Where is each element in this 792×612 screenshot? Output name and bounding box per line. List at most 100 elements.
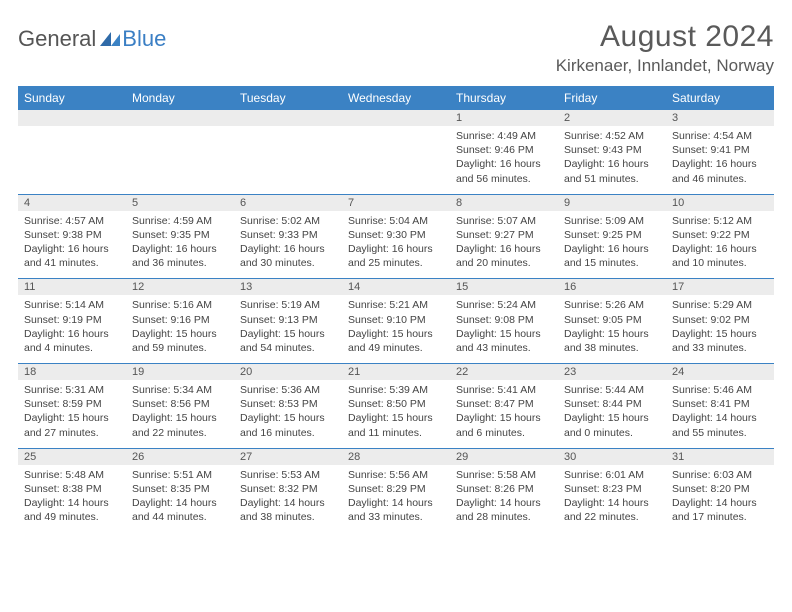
day-number-cell: 11 xyxy=(18,279,126,296)
day-number-cell: 31 xyxy=(666,448,774,465)
sunset-label: Sunset: 9:13 PM xyxy=(240,314,318,326)
sunset-label: Sunset: 9:22 PM xyxy=(672,229,750,241)
sunrise-label: Sunrise: 5:19 AM xyxy=(240,299,320,311)
weekday-header: Sunday xyxy=(18,86,126,110)
sunset-label: Sunset: 9:10 PM xyxy=(348,314,426,326)
day-number-cell: 16 xyxy=(558,279,666,296)
day-detail-cell: Sunrise: 5:16 AMSunset: 9:16 PMDaylight:… xyxy=(126,295,234,363)
sunrise-label: Sunrise: 4:57 AM xyxy=(24,215,104,227)
sunset-label: Sunset: 8:32 PM xyxy=(240,483,318,495)
day-detail-cell: Sunrise: 5:07 AMSunset: 9:27 PMDaylight:… xyxy=(450,211,558,279)
sunrise-label: Sunrise: 5:56 AM xyxy=(348,469,428,481)
day-number-cell: 2 xyxy=(558,110,666,126)
daylight-label: Daylight: 15 hours and 22 minutes. xyxy=(132,412,217,438)
day-number-cell: 19 xyxy=(126,364,234,381)
sunrise-label: Sunrise: 5:39 AM xyxy=(348,384,428,396)
calendar-body: 123 Sunrise: 4:49 AMSunset: 9:46 PMDayli… xyxy=(18,110,774,532)
day-detail-cell: Sunrise: 5:12 AMSunset: 9:22 PMDaylight:… xyxy=(666,211,774,279)
day-number-cell: 20 xyxy=(234,364,342,381)
day-detail-cell: Sunrise: 5:24 AMSunset: 9:08 PMDaylight:… xyxy=(450,295,558,363)
daylight-label: Daylight: 14 hours and 33 minutes. xyxy=(348,497,433,523)
calendar-head: SundayMondayTuesdayWednesdayThursdayFrid… xyxy=(18,86,774,110)
day-detail-cell: Sunrise: 4:54 AMSunset: 9:41 PMDaylight:… xyxy=(666,126,774,194)
sunrise-label: Sunrise: 5:29 AM xyxy=(672,299,752,311)
weekday-header: Friday xyxy=(558,86,666,110)
brand-part1: General xyxy=(18,26,96,52)
day-number-cell: 18 xyxy=(18,364,126,381)
daylight-label: Daylight: 15 hours and 11 minutes. xyxy=(348,412,433,438)
daylight-label: Daylight: 15 hours and 6 minutes. xyxy=(456,412,541,438)
title-block: August 2024 Kirkenaer, Innlandet, Norway xyxy=(556,20,774,76)
day-detail-row: Sunrise: 5:48 AMSunset: 8:38 PMDaylight:… xyxy=(18,465,774,533)
daylight-label: Daylight: 15 hours and 0 minutes. xyxy=(564,412,649,438)
day-detail-cell: Sunrise: 4:57 AMSunset: 9:38 PMDaylight:… xyxy=(18,211,126,279)
brand-logo: General Blue xyxy=(18,26,166,52)
sunrise-label: Sunrise: 5:36 AM xyxy=(240,384,320,396)
sunset-label: Sunset: 8:53 PM xyxy=(240,398,318,410)
day-number-cell: 15 xyxy=(450,279,558,296)
sunrise-label: Sunrise: 4:54 AM xyxy=(672,130,752,142)
day-number-cell: 12 xyxy=(126,279,234,296)
sunset-label: Sunset: 9:05 PM xyxy=(564,314,642,326)
sunrise-label: Sunrise: 4:59 AM xyxy=(132,215,212,227)
day-number-cell: 10 xyxy=(666,194,774,211)
day-number-cell: 7 xyxy=(342,194,450,211)
weekday-header: Tuesday xyxy=(234,86,342,110)
daylight-label: Daylight: 16 hours and 30 minutes. xyxy=(240,243,325,269)
daylight-label: Daylight: 15 hours and 49 minutes. xyxy=(348,328,433,354)
sunset-label: Sunset: 9:16 PM xyxy=(132,314,210,326)
day-number-cell: 9 xyxy=(558,194,666,211)
sunrise-label: Sunrise: 5:04 AM xyxy=(348,215,428,227)
calendar-table: SundayMondayTuesdayWednesdayThursdayFrid… xyxy=(18,86,774,532)
daylight-label: Daylight: 16 hours and 25 minutes. xyxy=(348,243,433,269)
day-number-cell: 21 xyxy=(342,364,450,381)
day-detail-cell: Sunrise: 5:39 AMSunset: 8:50 PMDaylight:… xyxy=(342,380,450,448)
header: General Blue August 2024 Kirkenaer, Innl… xyxy=(18,20,774,76)
day-number-cell: 14 xyxy=(342,279,450,296)
day-detail-cell: Sunrise: 4:52 AMSunset: 9:43 PMDaylight:… xyxy=(558,126,666,194)
day-number-cell: 1 xyxy=(450,110,558,126)
daylight-label: Daylight: 14 hours and 44 minutes. xyxy=(132,497,217,523)
brand-part2: Blue xyxy=(122,26,166,52)
sunrise-label: Sunrise: 5:26 AM xyxy=(564,299,644,311)
sunset-label: Sunset: 8:59 PM xyxy=(24,398,102,410)
sunset-label: Sunset: 9:43 PM xyxy=(564,144,642,156)
day-number-cell xyxy=(18,110,126,126)
daylight-label: Daylight: 15 hours and 59 minutes. xyxy=(132,328,217,354)
weekday-header: Wednesday xyxy=(342,86,450,110)
day-number-cell: 4 xyxy=(18,194,126,211)
sunrise-label: Sunrise: 5:02 AM xyxy=(240,215,320,227)
daylight-label: Daylight: 15 hours and 27 minutes. xyxy=(24,412,109,438)
sunrise-label: Sunrise: 5:53 AM xyxy=(240,469,320,481)
weekday-row: SundayMondayTuesdayWednesdayThursdayFrid… xyxy=(18,86,774,110)
sunset-label: Sunset: 8:35 PM xyxy=(132,483,210,495)
day-detail-cell: Sunrise: 6:01 AMSunset: 8:23 PMDaylight:… xyxy=(558,465,666,533)
day-detail-cell: Sunrise: 6:03 AMSunset: 8:20 PMDaylight:… xyxy=(666,465,774,533)
daylight-label: Daylight: 16 hours and 4 minutes. xyxy=(24,328,109,354)
sunrise-label: Sunrise: 5:12 AM xyxy=(672,215,752,227)
daylight-label: Daylight: 15 hours and 38 minutes. xyxy=(564,328,649,354)
daylight-label: Daylight: 14 hours and 28 minutes. xyxy=(456,497,541,523)
day-number-row: 45678910 xyxy=(18,194,774,211)
day-detail-cell xyxy=(342,126,450,194)
sunrise-label: Sunrise: 6:01 AM xyxy=(564,469,644,481)
sunrise-label: Sunrise: 5:44 AM xyxy=(564,384,644,396)
day-detail-cell: Sunrise: 5:53 AMSunset: 8:32 PMDaylight:… xyxy=(234,465,342,533)
sunset-label: Sunset: 8:20 PM xyxy=(672,483,750,495)
day-detail-cell: Sunrise: 5:44 AMSunset: 8:44 PMDaylight:… xyxy=(558,380,666,448)
day-number-cell xyxy=(126,110,234,126)
sunset-label: Sunset: 8:41 PM xyxy=(672,398,750,410)
day-detail-row: Sunrise: 5:14 AMSunset: 9:19 PMDaylight:… xyxy=(18,295,774,363)
calendar-page: General Blue August 2024 Kirkenaer, Innl… xyxy=(0,0,792,542)
daylight-label: Daylight: 15 hours and 33 minutes. xyxy=(672,328,757,354)
day-number-cell: 13 xyxy=(234,279,342,296)
daylight-label: Daylight: 14 hours and 55 minutes. xyxy=(672,412,757,438)
day-number-cell: 29 xyxy=(450,448,558,465)
day-detail-cell: Sunrise: 5:58 AMSunset: 8:26 PMDaylight:… xyxy=(450,465,558,533)
daylight-label: Daylight: 14 hours and 22 minutes. xyxy=(564,497,649,523)
day-detail-cell: Sunrise: 5:51 AMSunset: 8:35 PMDaylight:… xyxy=(126,465,234,533)
day-detail-cell: Sunrise: 5:02 AMSunset: 9:33 PMDaylight:… xyxy=(234,211,342,279)
sunset-label: Sunset: 8:56 PM xyxy=(132,398,210,410)
sunset-label: Sunset: 9:25 PM xyxy=(564,229,642,241)
sunrise-label: Sunrise: 5:48 AM xyxy=(24,469,104,481)
